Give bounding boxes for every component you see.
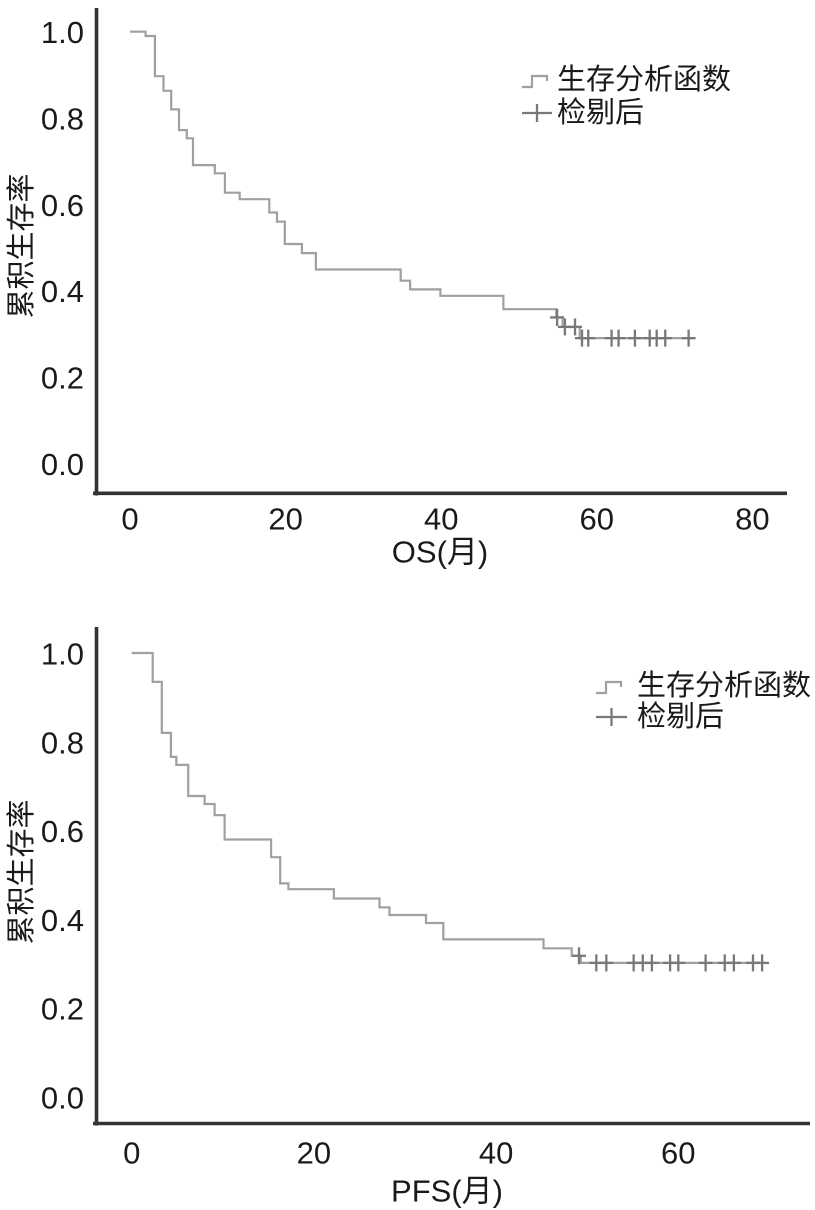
x-tick-label: 20 <box>268 502 302 537</box>
os-survival-chart: 0 20 40 60 80 0.0 0.2 0.4 0.6 0.8 1.0 OS(月) 累积生存率 生存分… <box>5 8 787 570</box>
x-axis-title: PFS(月) <box>391 1174 503 1209</box>
x-tick-label: 60 <box>661 1136 695 1171</box>
survival-curve <box>130 30 694 340</box>
x-axis-title: OS(月) <box>392 535 488 570</box>
legend-step-line-icon <box>522 74 549 89</box>
legend-label-survival-function: 生存分析函数 <box>637 669 811 702</box>
pfs-survival-chart-canvas: 0 20 40 60 0.0 0.2 0.4 0.6 0.8 1.0 PFS(月) 累积生存率 生存分析… <box>5 627 811 1209</box>
x-tick-label: 60 <box>580 502 614 537</box>
legend-label-censored: 检剔后 <box>637 700 724 733</box>
y-tick-label: 1.0 <box>41 637 84 672</box>
x-tick-label: 40 <box>479 1136 513 1171</box>
y-axis-title: 累积生存率 <box>5 173 38 318</box>
y-tick-label: 0.6 <box>41 188 84 223</box>
y-tick-label: 0.4 <box>41 274 84 309</box>
y-tick-label: 0.4 <box>41 903 84 938</box>
y-tick-label: 0.8 <box>41 102 84 137</box>
y-tick-label: 0.2 <box>41 360 84 395</box>
legend-label-censored: 检剔后 <box>557 96 644 129</box>
x-tick-label: 20 <box>297 1136 331 1171</box>
x-tick-label: 0 <box>123 1136 140 1171</box>
y-axis-title: 累积生存率 <box>5 799 38 944</box>
x-tick-label: 80 <box>735 502 769 537</box>
os-survival-chart-canvas: 0 20 40 60 80 0.0 0.2 0.4 0.6 0.8 1.0 OS(月) 累积生存率 生存分… <box>5 8 787 570</box>
pfs-survival-chart: 0 20 40 60 0.0 0.2 0.4 0.6 0.8 1.0 PFS(月) 累积生存率 生存分析… <box>0 605 815 1210</box>
y-tick-label: 0.8 <box>41 725 84 760</box>
y-tick-label: 0.0 <box>41 1081 84 1116</box>
legend-label-survival-function: 生存分析函数 <box>557 63 731 96</box>
y-tick-label: 0.0 <box>41 447 84 482</box>
x-tick-label: 40 <box>424 502 458 537</box>
x-tick-label: 0 <box>121 502 138 537</box>
legend-step-line-icon <box>596 680 623 695</box>
survival-curve <box>131 651 766 964</box>
y-tick-label: 0.6 <box>41 814 84 849</box>
y-tick-label: 1.0 <box>41 15 84 50</box>
y-tick-label: 0.2 <box>41 992 84 1027</box>
